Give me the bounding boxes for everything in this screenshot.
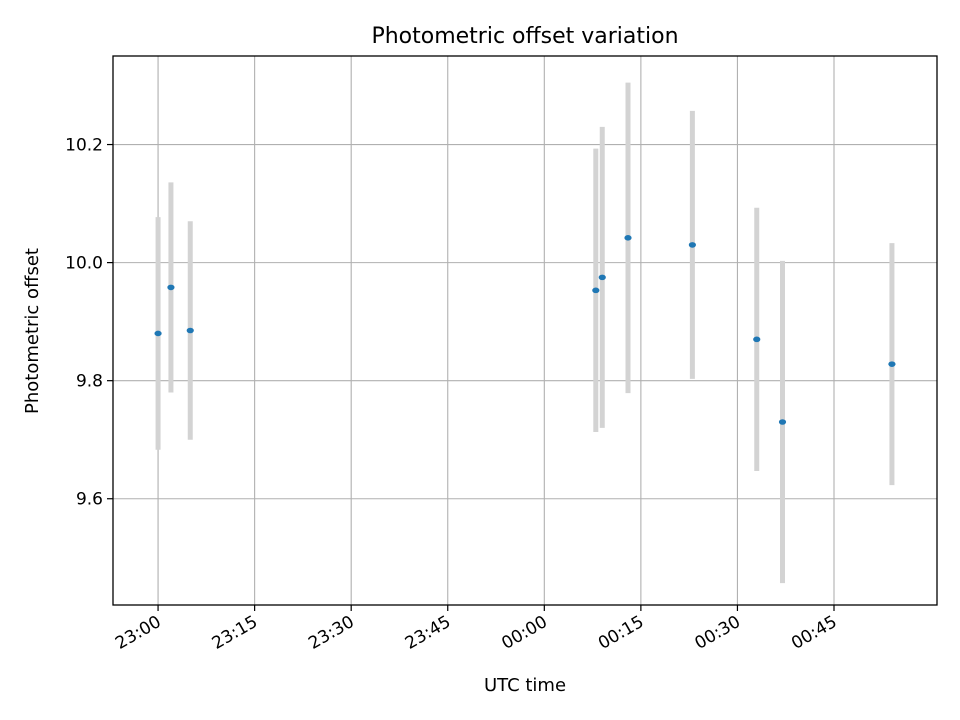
data-points bbox=[154, 235, 896, 425]
data-point bbox=[624, 235, 632, 241]
y-tick-label: 10.0 bbox=[65, 254, 103, 274]
data-point bbox=[186, 327, 194, 334]
data-point bbox=[778, 419, 787, 425]
data-point bbox=[167, 284, 175, 291]
data-point bbox=[598, 274, 606, 281]
y-axis-label: Photometric offset bbox=[22, 248, 43, 414]
data-point bbox=[592, 287, 600, 294]
y-tick-label: 9.6 bbox=[76, 490, 103, 510]
chart-title: Photometric offset variation bbox=[371, 24, 678, 49]
data-point bbox=[753, 336, 761, 343]
x-axis-label: UTC time bbox=[484, 675, 566, 696]
y-tick-label: 9.8 bbox=[76, 372, 103, 392]
y-tick-label: 10.2 bbox=[65, 136, 103, 156]
data-point bbox=[688, 242, 696, 248]
plot-frame bbox=[112, 55, 938, 606]
data-point bbox=[154, 330, 162, 337]
y-axis: 9.6 9.8 10.0 10.2 bbox=[65, 136, 113, 510]
grid bbox=[113, 56, 937, 605]
data-point bbox=[888, 361, 896, 367]
